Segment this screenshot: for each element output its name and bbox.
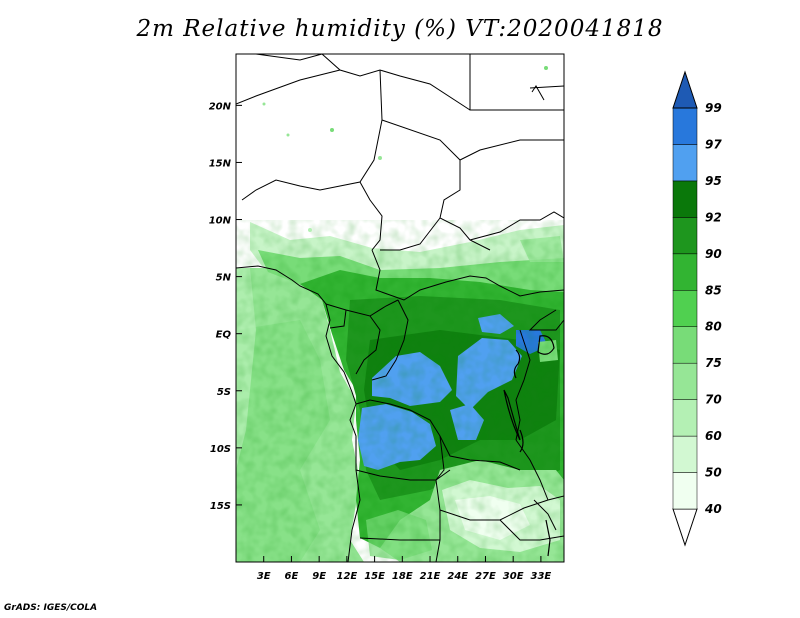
colorbar-label: 92: [705, 210, 722, 224]
colorbar-label: 70: [705, 393, 722, 407]
lat-tick-label: 15N: [209, 158, 232, 169]
colorbar-label: 40: [704, 502, 722, 516]
lakes: [503, 335, 555, 557]
colorbar-label: 50: [705, 466, 722, 480]
grads-credit: GrADS: IGES/COLA: [4, 603, 98, 613]
lat-tick-label: 5S: [217, 387, 231, 398]
colorbar-label: 85: [705, 283, 722, 297]
lon-tick-label: 33E: [531, 571, 552, 582]
lon-tick-label: 18E: [392, 571, 413, 582]
lon-tick-label: 30E: [503, 571, 524, 582]
colorbar-segment: [672, 217, 698, 255]
lat-tick-label: 15S: [210, 501, 231, 512]
chart-title: 2m Relative humidity (%) VT:2020041818: [136, 16, 664, 42]
lon-tick-label: 6E: [285, 571, 299, 582]
colorbar-segment: [672, 399, 698, 437]
lon-tick-label: 9E: [312, 571, 326, 582]
lon-tick-label: 3E: [257, 571, 271, 582]
colorbar-segment: [672, 362, 698, 400]
lat-tick-label: 5N: [216, 273, 232, 284]
colorbar-label: 60: [705, 429, 722, 443]
colorbar-segment: [672, 472, 698, 510]
lon-tick-label: 27E: [475, 571, 496, 582]
lat-tick-label: 10S: [210, 444, 231, 455]
lat-tick-label: 20N: [209, 101, 232, 112]
colorbar-segment: [672, 144, 698, 182]
colorbar-label: 90: [705, 247, 722, 261]
country-borders: [236, 54, 564, 562]
colorbar-segment: [672, 253, 698, 291]
colorbar: 40 50 60 70 75 80 85 90 92 95 97 99: [672, 70, 722, 547]
colorbar-low-arrow: [672, 508, 698, 547]
humidity-field: [236, 54, 564, 562]
lat-tick-label: 10N: [209, 216, 232, 227]
lon-tick-label: 15E: [364, 571, 385, 582]
latitude-axis: 20N 15N 10N 5N EQ 5S 10S 15S: [209, 101, 242, 512]
colorbar-segment: [672, 290, 698, 327]
lon-tick-label: 21E: [420, 571, 441, 582]
colorbar-high-arrow: [672, 70, 698, 109]
colorbar-label: 80: [705, 320, 722, 334]
colorbar-label: 95: [705, 174, 722, 188]
lat-tick-label: EQ: [216, 330, 232, 341]
lon-tick-label: 24E: [447, 571, 468, 582]
colorbar-label: 75: [705, 356, 722, 370]
lon-tick-label: 12E: [336, 571, 357, 582]
map-frame: [235, 53, 565, 563]
colorbar-label: 99: [705, 101, 722, 115]
colorbar-segment: [672, 107, 698, 145]
colorbar-label: 97: [705, 137, 722, 151]
colorbar-segment: [672, 435, 698, 473]
colorbar-segment: [672, 180, 698, 218]
colorbar-segment: [672, 326, 698, 364]
longitude-axis: 3E 6E 9E 12E 15E 18E 21E 24E 27E 30E 33E: [257, 556, 552, 582]
